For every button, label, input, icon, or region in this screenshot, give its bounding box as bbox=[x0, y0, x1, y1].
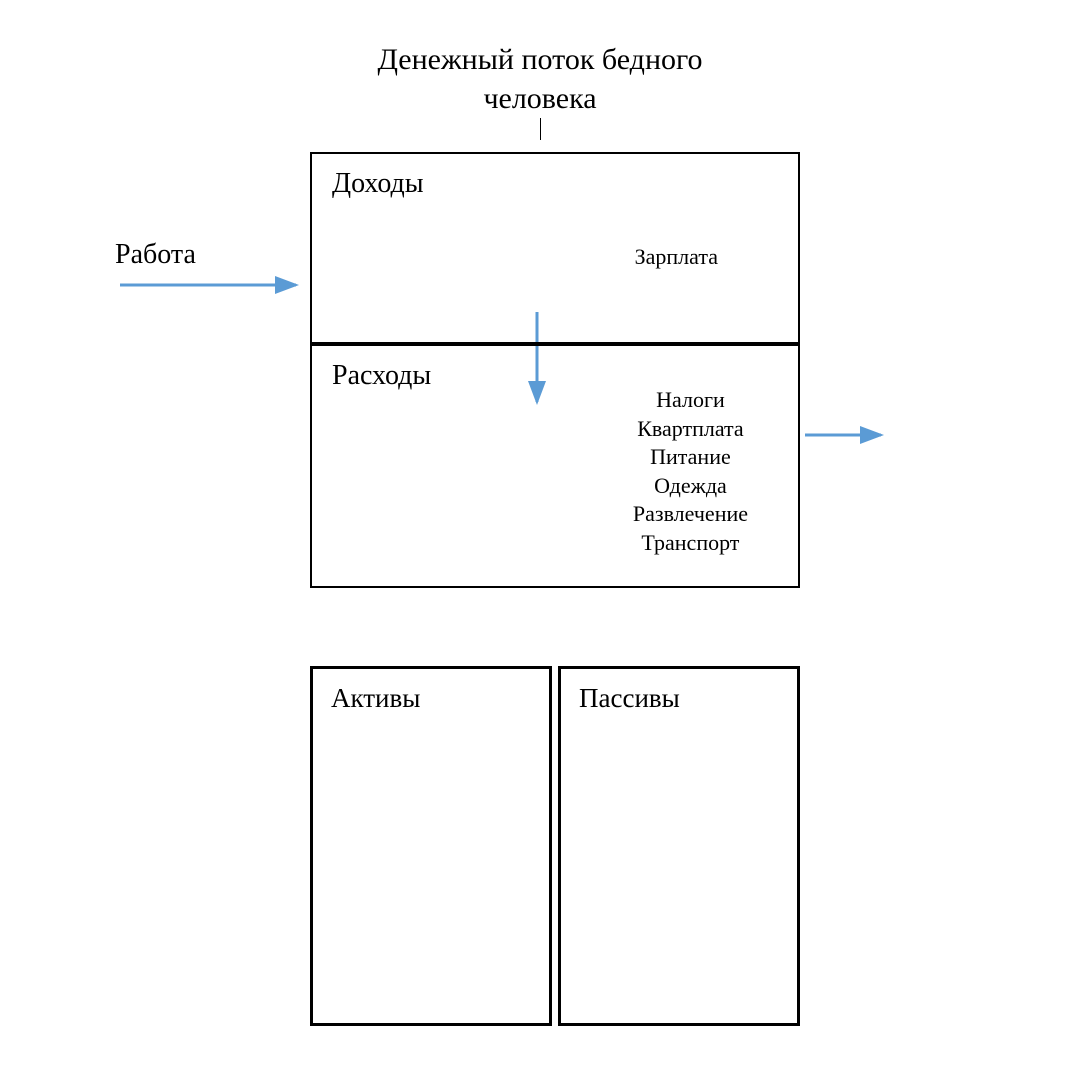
arrow-work-to-income bbox=[118, 272, 308, 298]
expense-item: Налоги bbox=[633, 386, 748, 415]
income-header: Доходы bbox=[332, 168, 778, 200]
income-expense-box: Доходы Зарплата Расходы Налоги Квартплат… bbox=[310, 152, 800, 588]
expense-list: Налоги Квартплата Питание Одежда Развлеч… bbox=[633, 386, 748, 558]
liabilities-header: Пассивы bbox=[579, 683, 779, 714]
work-label: Работа bbox=[115, 239, 196, 271]
arrow-expense-out bbox=[803, 422, 893, 448]
diagram-title: Денежный поток бедного человека bbox=[290, 40, 790, 118]
expense-item: Одежда bbox=[633, 472, 748, 501]
expense-item: Квартплата bbox=[633, 415, 748, 444]
liabilities-box: Пассивы bbox=[558, 666, 800, 1026]
cursor-artifact bbox=[540, 118, 541, 140]
income-section: Доходы Зарплата bbox=[312, 154, 798, 342]
expense-item: Транспорт bbox=[633, 529, 748, 558]
expense-item: Питание bbox=[633, 443, 748, 472]
assets-box: Активы bbox=[310, 666, 552, 1026]
assets-header: Активы bbox=[331, 683, 531, 714]
income-item-salary: Зарплата bbox=[635, 244, 718, 270]
balance-boxes: Активы Пассивы bbox=[310, 666, 800, 1026]
expense-section: Расходы Налоги Квартплата Питание Одежда… bbox=[312, 346, 798, 586]
expense-item: Развлечение bbox=[633, 500, 748, 529]
